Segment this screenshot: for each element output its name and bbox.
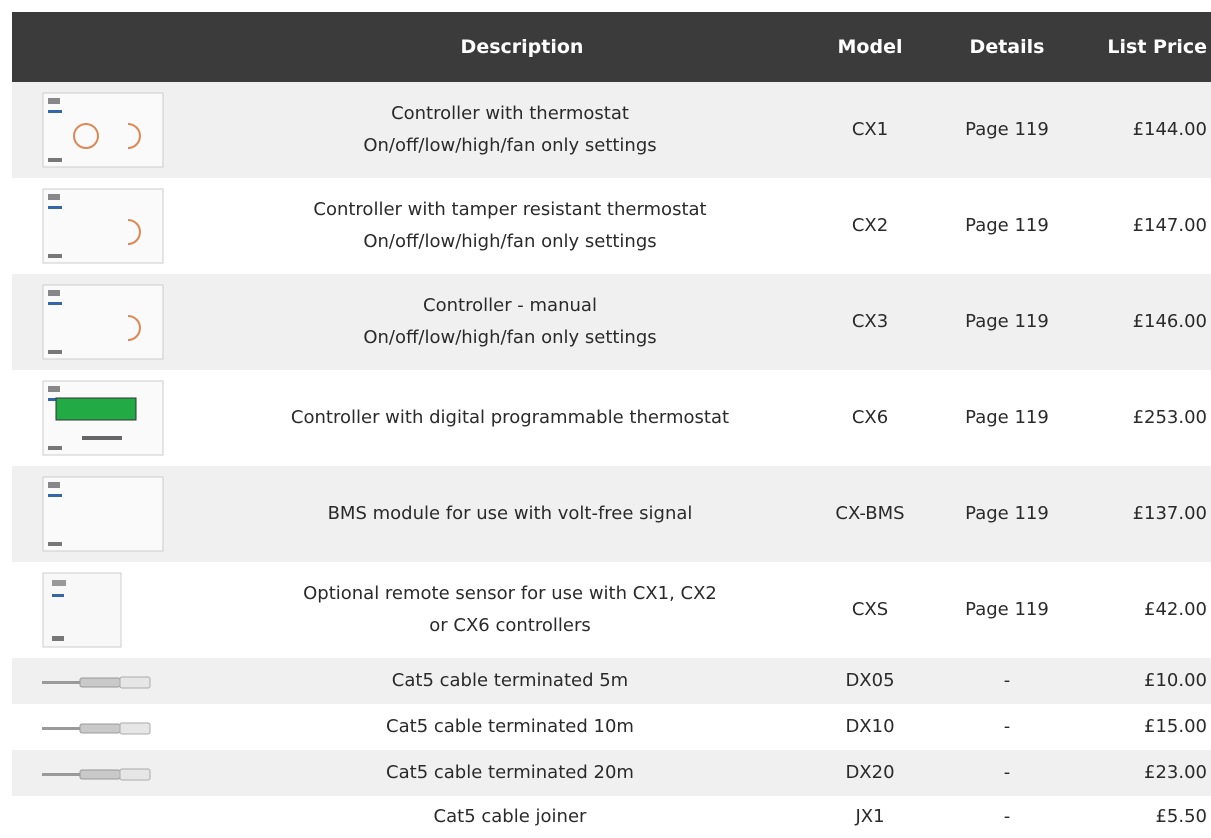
- description-line: Controller - manual: [423, 295, 597, 316]
- price-cell: £253.00: [1132, 407, 1207, 428]
- header-description: Description: [460, 36, 584, 58]
- description-line: Cat5 cable joiner: [433, 806, 587, 827]
- details-cell: Page 119: [965, 215, 1049, 236]
- price-cell: £144.00: [1132, 119, 1207, 140]
- details-cell: -: [1003, 716, 1011, 737]
- product-image: [42, 674, 152, 693]
- description-line: On/off/low/high/fan only settings: [363, 135, 657, 156]
- price-cell: £42.00: [1144, 599, 1207, 620]
- product-image: [42, 92, 164, 172]
- description-cell: Cat5 cable terminated 20m: [230, 750, 790, 796]
- description-cell: Optional remote sensor for use with CX1,…: [230, 562, 790, 658]
- table-row: Cat5 cable terminated 20m DX20 - £23.00: [12, 750, 1211, 796]
- product-image: [42, 380, 164, 460]
- price-cell: £5.50: [1155, 806, 1207, 827]
- table-row: Cat5 cable joiner JX1 - £5.50: [12, 796, 1211, 838]
- product-image: [42, 476, 164, 556]
- description-line: On/off/low/high/fan only settings: [363, 327, 657, 348]
- description-cell: Controller with tamper resistant thermos…: [230, 178, 790, 274]
- details-cell: -: [1003, 762, 1011, 783]
- price-cell: £23.00: [1144, 762, 1207, 783]
- description-line: Cat5 cable terminated 5m: [391, 670, 629, 691]
- model-cell: DX05: [845, 670, 895, 691]
- details-cell: Page 119: [965, 407, 1049, 428]
- details-cell: Page 119: [965, 119, 1049, 140]
- model-cell: JX1: [855, 806, 885, 827]
- model-cell: CX2: [851, 215, 889, 236]
- description-line: BMS module for use with volt-free signal: [327, 503, 693, 524]
- table-row: Controller with thermostat On/off/low/hig…: [12, 82, 1211, 178]
- table-row: BMS module for use with volt-free signal…: [12, 466, 1211, 562]
- product-image: [42, 720, 152, 739]
- description-cell: Controller - manual On/off/low/high/fan o…: [230, 274, 790, 370]
- price-cell: £15.00: [1144, 716, 1207, 737]
- description-line: Controller with tamper resistant thermos…: [313, 199, 707, 220]
- model-cell: DX20: [845, 762, 895, 783]
- model-cell: CX1: [851, 119, 889, 140]
- description-cell: Cat5 cable terminated 10m: [230, 704, 790, 750]
- table-row: Cat5 cable terminated 5m DX05 - £10.00: [12, 658, 1211, 704]
- price-cell: £137.00: [1132, 503, 1207, 524]
- model-cell: CX6: [851, 407, 889, 428]
- model-cell: CX3: [851, 311, 889, 332]
- product-image: [42, 188, 164, 268]
- header-model: Model: [837, 36, 903, 58]
- price-cell: £146.00: [1132, 311, 1207, 332]
- details-cell: Page 119: [965, 599, 1049, 620]
- price-cell: £147.00: [1132, 215, 1207, 236]
- table-row: Controller - manual On/off/low/high/fan o…: [12, 274, 1211, 370]
- product-image: [42, 572, 122, 652]
- header-price: List Price: [1107, 36, 1207, 58]
- model-cell: CXS: [851, 599, 889, 620]
- description-line: Cat5 cable terminated 20m: [386, 762, 634, 783]
- description-cell: Controller with thermostat On/off/low/hig…: [230, 82, 790, 178]
- details-cell: Page 119: [965, 503, 1049, 524]
- product-image: [42, 284, 164, 364]
- details-cell: -: [1003, 806, 1011, 827]
- description-line: or CX6 controllers: [429, 615, 591, 636]
- details-cell: -: [1003, 670, 1011, 691]
- price-cell: £10.00: [1144, 670, 1207, 691]
- description-line: Optional remote sensor for use with CX1,…: [303, 583, 717, 604]
- details-cell: Page 119: [965, 311, 1049, 332]
- header-details: Details: [969, 36, 1045, 58]
- description-line: Cat5 cable terminated 10m: [386, 716, 634, 737]
- model-cell: CX-BMS: [835, 503, 905, 524]
- description-cell: Controller with digital programmable the…: [230, 370, 790, 466]
- description-cell: Cat5 cable joiner: [230, 796, 790, 838]
- description-cell: Cat5 cable terminated 5m: [230, 658, 790, 704]
- description-cell: BMS module for use with volt-free signal: [230, 466, 790, 562]
- table-row: Controller with tamper resistant thermos…: [12, 178, 1211, 274]
- table-row: Optional remote sensor for use with CX1,…: [12, 562, 1211, 658]
- description-line: Controller with thermostat: [391, 103, 629, 124]
- description-line: Controller with digital programmable the…: [290, 407, 730, 428]
- table-row: Cat5 cable terminated 10m DX10 - £15.00: [12, 704, 1211, 750]
- product-image: [42, 766, 152, 785]
- description-line: On/off/low/high/fan only settings: [363, 231, 657, 252]
- model-cell: DX10: [845, 716, 895, 737]
- table-row: Controller with digital programmable the…: [12, 370, 1211, 466]
- table-header: Description Model Details List Price: [12, 12, 1211, 82]
